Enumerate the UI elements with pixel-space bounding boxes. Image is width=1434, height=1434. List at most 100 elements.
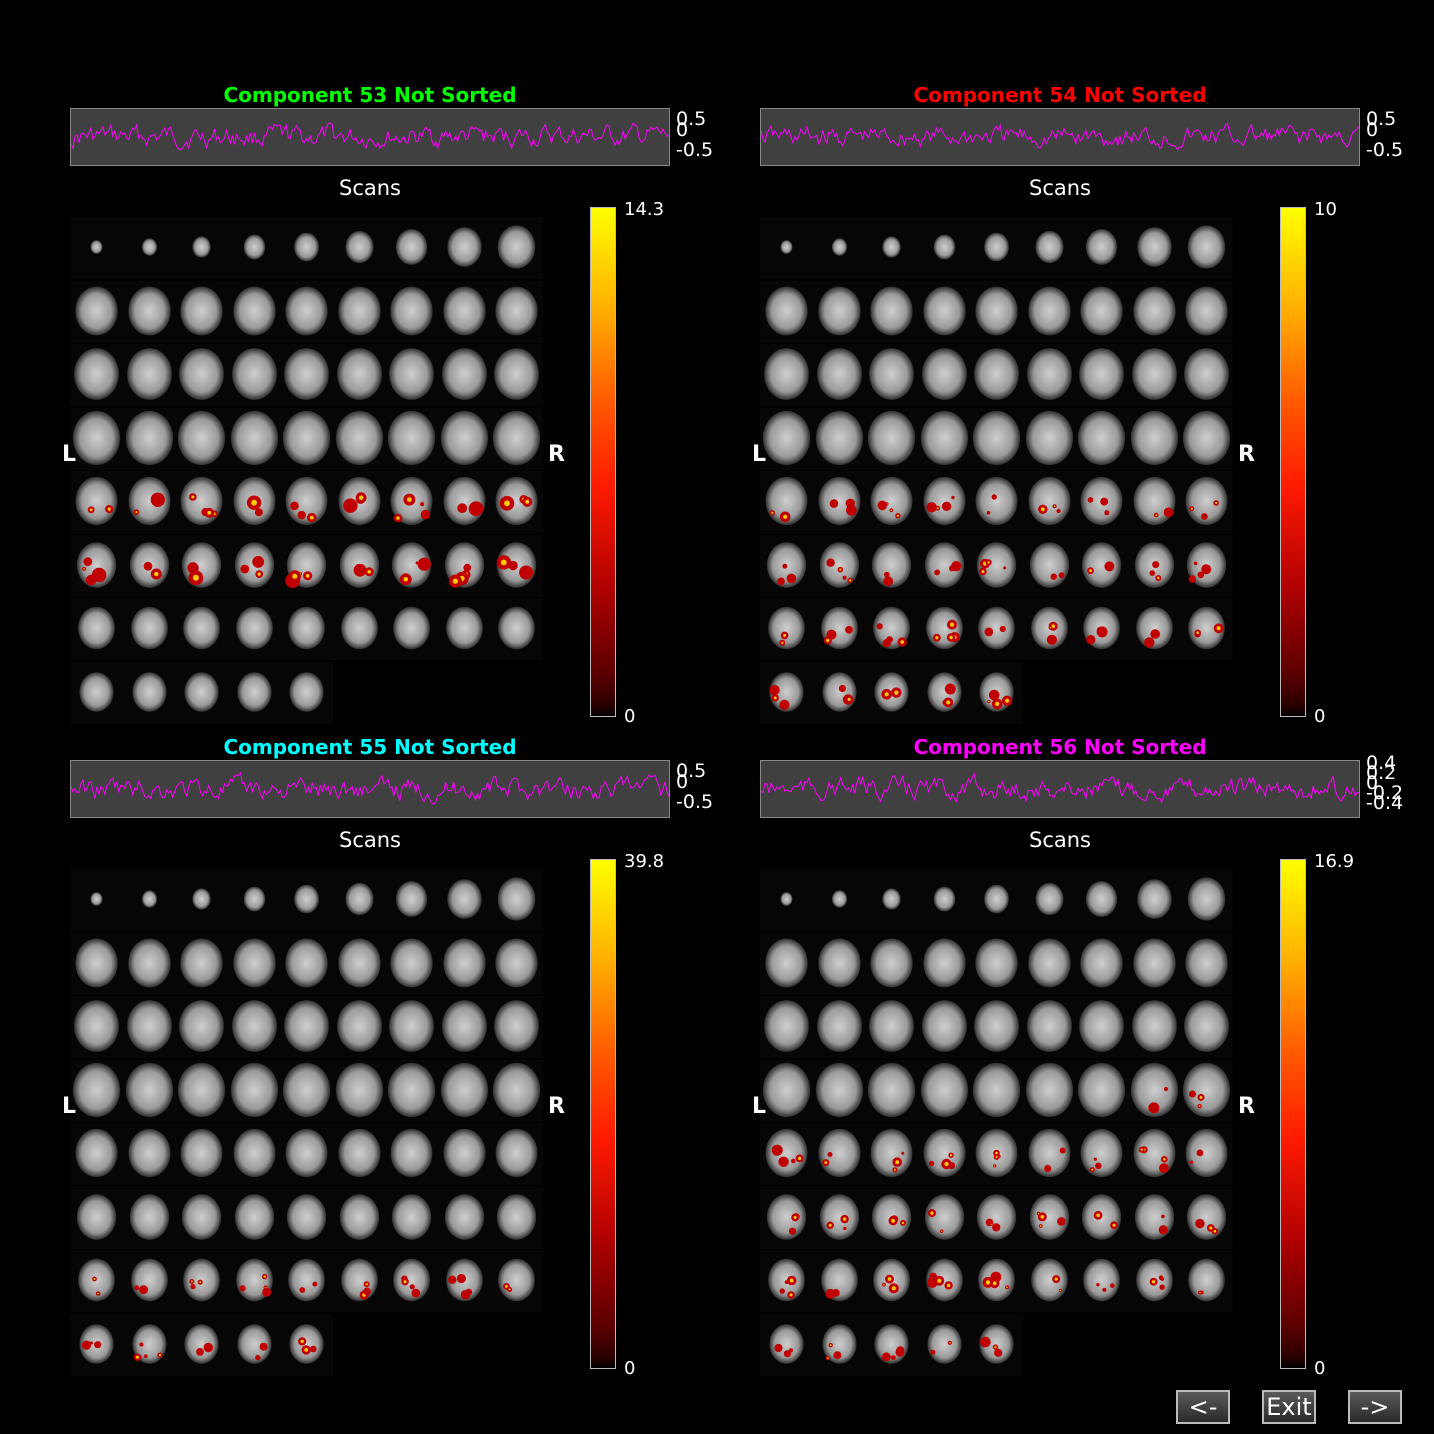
brain-slice bbox=[1075, 1123, 1128, 1185]
brain-slice bbox=[917, 1186, 971, 1249]
slice-montage bbox=[70, 217, 550, 724]
brain-slice bbox=[122, 534, 176, 597]
brain-slice bbox=[760, 598, 813, 660]
brain-slice bbox=[1075, 344, 1128, 406]
brain-slice bbox=[865, 407, 918, 470]
ytick-label: 0 bbox=[1366, 772, 1379, 794]
brain-slice bbox=[1022, 344, 1076, 406]
brain-slice bbox=[917, 1059, 971, 1122]
ytick-label: 0 bbox=[676, 119, 689, 141]
component-title: Component 56 Not Sorted bbox=[913, 735, 1207, 759]
brain-slice bbox=[122, 407, 176, 470]
brain-slice bbox=[812, 932, 866, 995]
brain-slice bbox=[490, 534, 543, 597]
left-marker: L bbox=[62, 442, 77, 467]
brain-slice bbox=[122, 471, 176, 533]
ytick-label: 0.2 bbox=[1366, 762, 1397, 784]
brain-slice bbox=[490, 280, 543, 343]
brain-slice bbox=[70, 1186, 123, 1249]
brain-slice bbox=[1127, 1123, 1181, 1185]
brain-slice bbox=[865, 996, 918, 1058]
brain-slice bbox=[385, 932, 438, 995]
ytick-label: 0.5 bbox=[676, 760, 707, 782]
brain-slice bbox=[175, 996, 228, 1058]
colorbar-min-label: 0 bbox=[624, 706, 636, 727]
brain-slice bbox=[970, 344, 1023, 406]
brain-slice bbox=[970, 598, 1023, 660]
brain-slice bbox=[332, 534, 386, 597]
brain-slice bbox=[227, 996, 281, 1058]
brain-slice bbox=[917, 407, 971, 470]
brain-slice bbox=[122, 598, 176, 660]
brain-slice bbox=[760, 661, 813, 724]
brain-slice bbox=[760, 217, 813, 279]
ytick-label: -0.5 bbox=[676, 139, 714, 161]
brain-slice bbox=[332, 869, 386, 931]
brain-slice bbox=[865, 280, 918, 343]
brain-slice bbox=[760, 996, 813, 1058]
brain-slice bbox=[490, 1059, 543, 1122]
brain-slice bbox=[175, 344, 228, 406]
brain-slice bbox=[227, 932, 281, 995]
brain-slice bbox=[385, 869, 438, 931]
brain-slice bbox=[1075, 1186, 1128, 1249]
brain-slice bbox=[332, 1123, 386, 1185]
timecourse-yticks: 0.5 0 -0.5 bbox=[1366, 108, 1426, 166]
brain-slice bbox=[970, 1186, 1023, 1249]
previous-button[interactable]: <- bbox=[1176, 1390, 1230, 1424]
brain-slice bbox=[760, 534, 813, 597]
next-button[interactable]: -> bbox=[1348, 1390, 1402, 1424]
brain-slice bbox=[175, 1250, 228, 1312]
brain-slice bbox=[332, 598, 386, 660]
ytick-label: 0.4 bbox=[1366, 752, 1397, 774]
brain-slice bbox=[122, 932, 176, 995]
brain-slice bbox=[865, 932, 918, 995]
ytick-label: -0.5 bbox=[676, 791, 714, 813]
brain-slice bbox=[490, 217, 543, 279]
brain-slice bbox=[227, 534, 281, 597]
brain-slice bbox=[917, 280, 971, 343]
brain-slice bbox=[437, 471, 491, 533]
brain-slice bbox=[1075, 534, 1128, 597]
slice-montage bbox=[760, 217, 1240, 724]
brain-slice bbox=[812, 1123, 866, 1185]
brain-slice bbox=[437, 869, 491, 931]
brain-slice bbox=[1022, 534, 1076, 597]
brain-slice bbox=[760, 1186, 813, 1249]
brain-slice bbox=[175, 869, 228, 931]
brain-slice bbox=[70, 1059, 123, 1122]
brain-slice bbox=[175, 1313, 228, 1376]
brain-slice bbox=[760, 932, 813, 995]
ytick-label: -0.2 bbox=[1366, 782, 1404, 804]
brain-slice bbox=[122, 1123, 176, 1185]
brain-slice bbox=[1022, 598, 1076, 660]
brain-slice bbox=[175, 280, 228, 343]
brain-slice bbox=[812, 1186, 866, 1249]
brain-slice bbox=[280, 996, 333, 1058]
brain-slice bbox=[175, 932, 228, 995]
brain-slice bbox=[70, 932, 123, 995]
brain-slice bbox=[280, 661, 333, 724]
exit-button[interactable]: Exit bbox=[1262, 1390, 1316, 1424]
brain-slice bbox=[437, 1250, 491, 1312]
brain-slice bbox=[122, 661, 176, 724]
brain-slice bbox=[1180, 217, 1233, 279]
brain-slice bbox=[175, 598, 228, 660]
right-marker: R bbox=[548, 442, 565, 467]
brain-slice bbox=[812, 344, 866, 406]
right-marker: R bbox=[1238, 442, 1255, 467]
colorbar-min-label: 0 bbox=[1314, 1358, 1326, 1379]
brain-slice bbox=[1022, 1186, 1076, 1249]
brain-slice bbox=[970, 534, 1023, 597]
brain-slice bbox=[1075, 996, 1128, 1058]
brain-slice bbox=[490, 1123, 543, 1185]
brain-slice bbox=[1127, 1250, 1181, 1312]
left-marker: L bbox=[62, 1094, 77, 1119]
brain-slice bbox=[1180, 1186, 1233, 1249]
brain-slice bbox=[865, 344, 918, 406]
brain-slice bbox=[490, 869, 543, 931]
ytick-label: 0.5 bbox=[1366, 108, 1397, 130]
brain-slice bbox=[227, 1059, 281, 1122]
brain-slice bbox=[917, 869, 971, 931]
brain-slice bbox=[227, 471, 281, 533]
